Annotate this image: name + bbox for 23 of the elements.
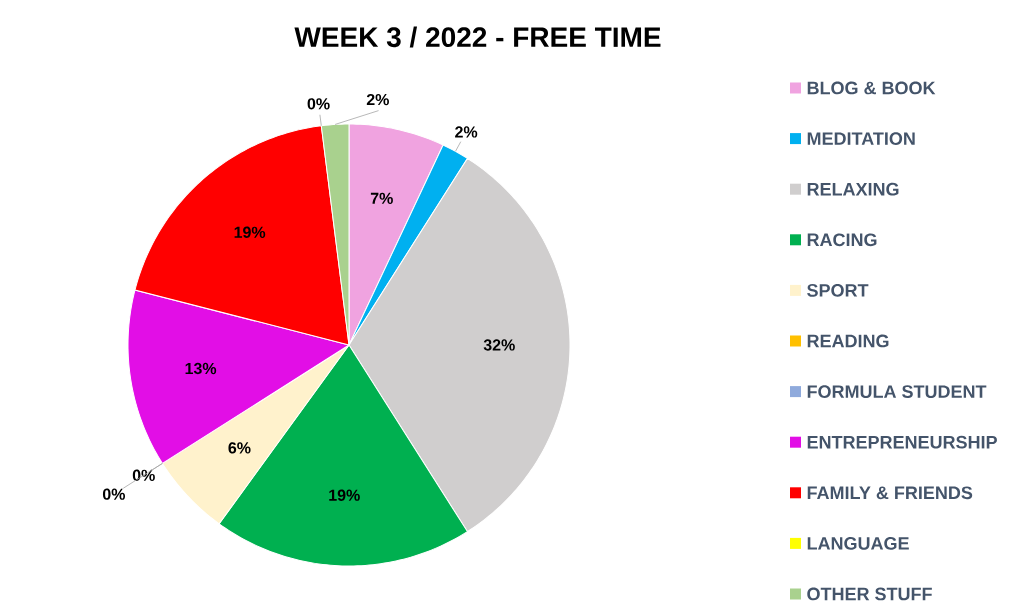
legend-label: RACING (807, 233, 877, 247)
data-label: 2% (366, 93, 389, 106)
data-label: 2% (455, 126, 478, 138)
legend-label: MEDITATION (807, 132, 915, 145)
legend-label: SPORT (807, 284, 869, 297)
legend-label: ENTREPRENEURSHIP (807, 435, 997, 449)
text: 0% (307, 98, 330, 110)
legend-label: BLOG & BOOK (807, 81, 936, 95)
legend-label: READING (807, 334, 889, 348)
legend-label: FORMULA STUDENT (807, 385, 987, 398)
data-label: 19% (329, 489, 360, 501)
data-label: 6% (228, 442, 251, 454)
data-label: 7% (370, 192, 393, 204)
text: 0% (132, 469, 155, 481)
legend-label: OTHER STUFF (807, 587, 932, 601)
text: 0% (102, 488, 126, 500)
data-label: 13% (185, 362, 217, 375)
data-label: 32% (483, 339, 515, 351)
legend-label: RELAXING (807, 182, 899, 196)
legend-label: LANGUAGE (807, 537, 909, 550)
chart-title: WEEK 3 / 2022 - FREE TIME (294, 26, 661, 48)
data-label: 19% (234, 226, 266, 238)
legend-label: FAMILY & FRIENDS (807, 486, 973, 500)
